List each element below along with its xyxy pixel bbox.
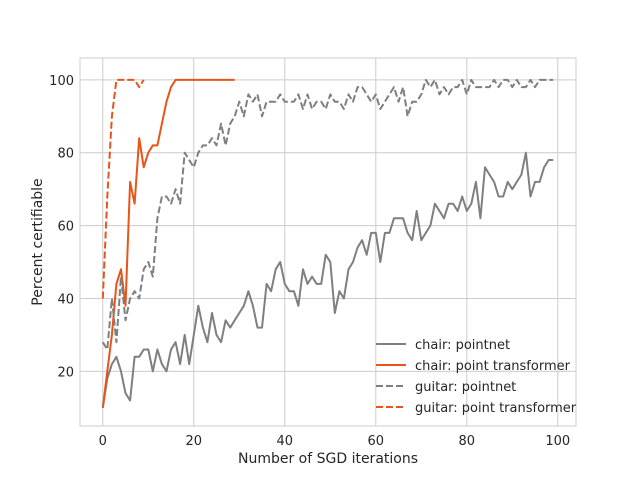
series-line-1 [101, 78, 235, 408]
y-axis-label: Percent certifiable [30, 178, 46, 305]
y-tick-label: 40 [57, 292, 74, 307]
legend: chair: pointnet chair: point transformer g… [376, 338, 577, 416]
x-tick-label: 60 [368, 434, 385, 449]
legend-label: chair: pointnet [415, 338, 510, 353]
y-tick-label: 80 [57, 147, 74, 162]
series-line-2 [101, 78, 554, 351]
y-tick-label: 20 [57, 365, 74, 380]
tick-labels: 0 20 40 60 80 100 20 40 60 80 100 [49, 74, 570, 449]
x-axis-label: Number of SGD iterations [238, 451, 418, 467]
series-line-0 [101, 151, 554, 408]
x-tick-label: 100 [545, 434, 570, 449]
series-line-3 [101, 78, 145, 299]
x-tick-label: 80 [459, 434, 476, 449]
series-lines [101, 78, 554, 408]
grid [80, 58, 576, 426]
x-tick-label: 20 [185, 434, 202, 449]
y-tick-label: 100 [49, 74, 74, 89]
legend-label: guitar: point transformer [415, 401, 577, 416]
y-tick-label: 60 [57, 220, 74, 235]
legend-label: chair: point transformer [415, 359, 571, 374]
x-tick-label: 40 [276, 434, 293, 449]
x-tick-label: 0 [99, 434, 107, 449]
legend-label: guitar: pointnet [415, 380, 516, 395]
